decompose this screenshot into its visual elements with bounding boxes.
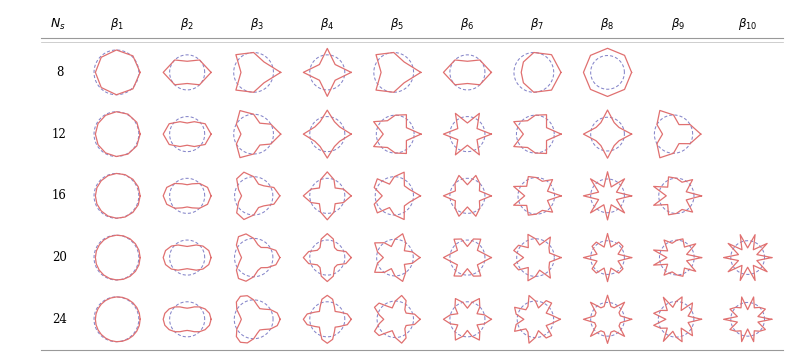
Text: $\beta_4$: $\beta_4$	[320, 16, 335, 32]
Text: $\beta_8$: $\beta_8$	[600, 16, 615, 32]
Text: $\beta_6$: $\beta_6$	[460, 16, 474, 32]
Text: 24: 24	[52, 313, 67, 326]
Text: $\beta_9$: $\beta_9$	[671, 16, 685, 32]
Text: $\beta_1$: $\beta_1$	[110, 16, 124, 32]
Text: 16: 16	[52, 189, 67, 203]
Text: 20: 20	[52, 251, 67, 264]
Text: $\beta_5$: $\beta_5$	[391, 16, 404, 32]
Text: $\beta_{10}$: $\beta_{10}$	[738, 16, 757, 32]
Text: $\beta_7$: $\beta_7$	[530, 16, 544, 32]
Text: 8: 8	[56, 66, 63, 79]
Text: 12: 12	[52, 127, 67, 141]
Text: $\beta_3$: $\beta_3$	[250, 16, 264, 32]
Text: $N_s$: $N_s$	[50, 17, 65, 32]
Text: $\beta_2$: $\beta_2$	[180, 16, 194, 32]
